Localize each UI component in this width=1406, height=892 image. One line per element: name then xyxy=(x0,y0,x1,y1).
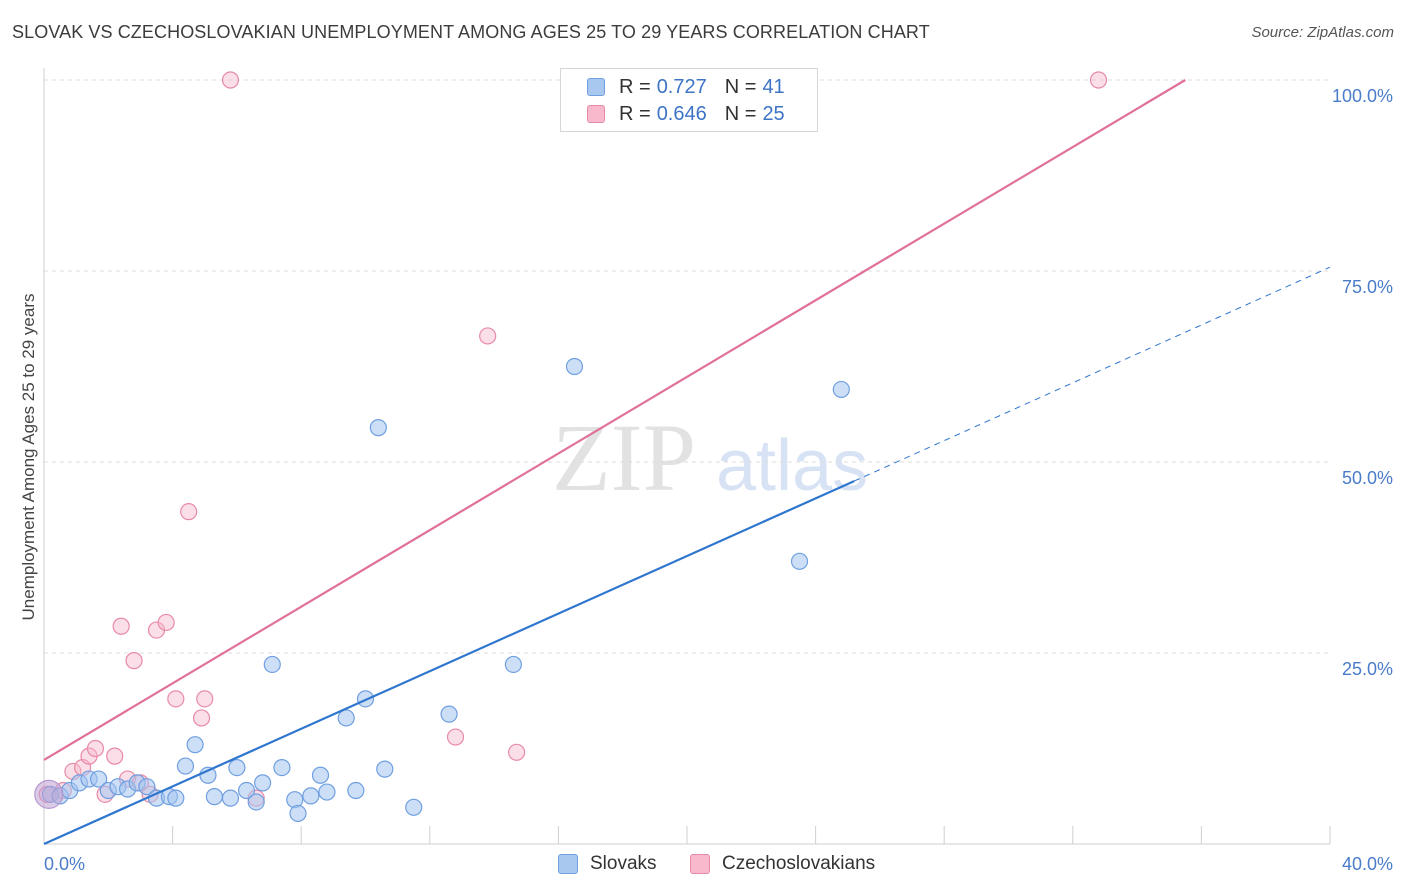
legend-n-value-czechoslovakians: 25 xyxy=(762,102,785,125)
slovaks-point xyxy=(221,789,240,807)
slovaks-point xyxy=(504,655,522,674)
y-axis-label: Unemployment Among Ages 25 to 29 years xyxy=(19,294,38,621)
slovaks-point xyxy=(289,804,307,823)
y-tick-label: 75.0% xyxy=(1342,277,1393,297)
legend-row-czechoslovakians: R = 0.646 N = 25 xyxy=(587,102,785,126)
y-axis-tick-labels: 25.0% 50.0% 75.0% 100.0% xyxy=(1332,86,1393,679)
czechoslovakians-point xyxy=(180,503,198,521)
czechoslovakians-point xyxy=(221,71,240,89)
czechoslovakians-point xyxy=(106,747,124,765)
slovaks-point xyxy=(186,736,204,754)
cluster-point xyxy=(34,779,64,809)
legend-n-label: N = xyxy=(724,75,757,98)
watermark-zip: ZIP xyxy=(552,404,696,511)
slovaks-point xyxy=(167,789,185,807)
czechoslovakians-trend-line xyxy=(43,79,1186,761)
slovaks-point xyxy=(254,774,272,792)
slovaks-point xyxy=(90,770,108,788)
slovaks-point xyxy=(263,655,281,674)
slovaks-point xyxy=(228,758,246,777)
x-tick-label: 0.0% xyxy=(44,854,85,874)
legend-r-value-czechoslovakians: 0.646 xyxy=(656,102,707,125)
legend-n-label: N = xyxy=(724,102,757,125)
czechoslovakians-point xyxy=(479,327,497,345)
legend-r-value-slovaks: 0.727 xyxy=(656,75,707,98)
series-label-slovaks: Slovaks xyxy=(590,853,657,874)
chart-title: SLOVAK VS CZECHOSLOVAKIAN UNEMPLOYMENT A… xyxy=(12,22,930,42)
slovaks-trend-line xyxy=(43,480,855,846)
watermark: ZIP atlas xyxy=(552,404,868,511)
slovaks-point xyxy=(318,783,336,801)
legend-swatch-slovaks xyxy=(587,78,605,96)
legend-r-label: R = xyxy=(619,75,651,98)
y-tick-label: 50.0% xyxy=(1342,468,1393,488)
correlation-legend: R = 0.727 N = 41 R = 0.646 N = 25 xyxy=(560,68,818,132)
slovaks-point xyxy=(237,781,256,800)
y-tick-label: 25.0% xyxy=(1342,659,1393,679)
czechoslovakians-point xyxy=(125,652,143,670)
slovaks-point xyxy=(376,760,394,778)
x-tick-label: 40.0% xyxy=(1342,854,1393,874)
slovaks-point xyxy=(273,758,291,777)
legend-n-value-slovaks: 41 xyxy=(762,75,785,98)
x-axis-ticks xyxy=(172,826,1331,844)
slovaks-point xyxy=(247,793,265,811)
slovaks-point xyxy=(405,798,423,816)
slovaks-points xyxy=(34,357,850,823)
series-swatch-slovaks xyxy=(558,854,578,874)
slovaks-point xyxy=(790,552,809,570)
slovaks-trend-extension xyxy=(853,266,1331,482)
slovaks-point xyxy=(347,781,365,800)
slovaks-point xyxy=(369,419,387,437)
slovaks-point xyxy=(440,705,458,723)
slovaks-point xyxy=(138,778,156,796)
x-axis-tick-labels: 0.0% 40.0% xyxy=(44,854,1393,874)
czechoslovakians-point xyxy=(167,690,185,708)
series-legend-czechoslovakians: Czechoslovakians xyxy=(690,852,875,876)
czechoslovakians-point xyxy=(1089,71,1108,89)
source-label: Source: ZipAtlas.com xyxy=(1251,24,1394,41)
trend-lines xyxy=(43,79,1331,846)
legend-row-slovaks: R = 0.727 N = 41 xyxy=(587,75,785,99)
gridlines xyxy=(44,79,1330,654)
y-tick-label: 100.0% xyxy=(1332,86,1393,106)
slovaks-point xyxy=(205,788,223,806)
series-swatch-czechoslovakians xyxy=(690,854,710,874)
slovaks-point xyxy=(302,787,320,805)
series-legend-slovaks: Slovaks xyxy=(558,852,657,876)
slovaks-point xyxy=(832,380,850,399)
series-label-czechoslovakians: Czechoslovakians xyxy=(722,853,876,874)
slovaks-point xyxy=(311,766,330,784)
legend-swatch-czechoslovakians xyxy=(587,105,605,123)
czechoslovakians-point xyxy=(192,709,211,727)
czechoslovakians-point xyxy=(196,690,214,708)
czechoslovakians-point xyxy=(112,617,130,635)
czechoslovakians-point xyxy=(508,743,526,761)
czechoslovakians-point xyxy=(86,739,105,758)
czechoslovakians-point xyxy=(157,613,175,632)
slovaks-point xyxy=(337,709,355,727)
slovaks-point xyxy=(176,757,195,775)
slovaks-point xyxy=(565,357,584,376)
watermark-atlas: atlas xyxy=(716,426,868,506)
czechoslovakians-point xyxy=(446,728,465,746)
legend-r-label: R = xyxy=(619,102,651,125)
